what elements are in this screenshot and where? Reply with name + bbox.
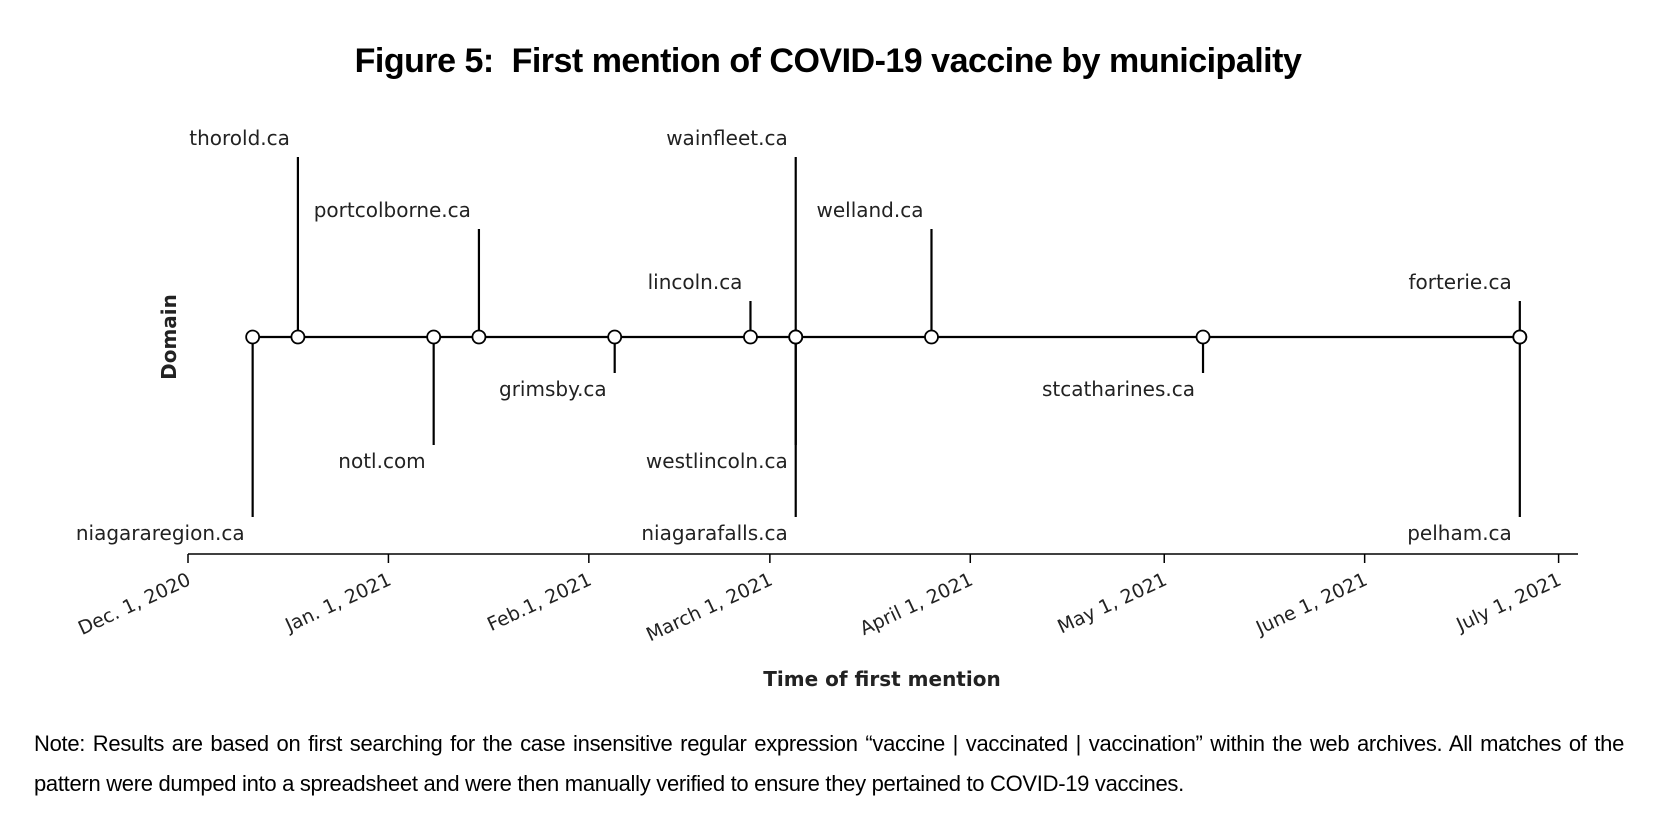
event-label-portcolborne-ca: portcolborne.ca bbox=[314, 198, 471, 222]
event-marker-lincoln-ca bbox=[743, 329, 758, 345]
event-label-grimsby-ca: grimsby.ca bbox=[499, 377, 607, 401]
event-marker-grimsby-ca bbox=[607, 329, 623, 345]
event-label-thorold-ca: thorold.ca bbox=[189, 126, 290, 150]
event-marker-niagarafalls-ca bbox=[788, 329, 804, 345]
x-tick-label: May 1, 2021 bbox=[1054, 569, 1170, 639]
event-label-forterie-ca: forterie.ca bbox=[1408, 270, 1511, 294]
figure-note: Note: Results are based on first searchi… bbox=[34, 731, 1624, 796]
event-label-welland-ca: welland.ca bbox=[816, 198, 923, 222]
event-label-wainfleet-ca: wainfleet.ca bbox=[666, 126, 788, 150]
event-marker-portcolborne-ca bbox=[471, 329, 487, 345]
event-marker-thorold-ca bbox=[290, 329, 306, 345]
x-ticks-layer: Dec. 1, 2020 Jan. 1, 2021 Feb.1, 2021 March… bbox=[75, 554, 1565, 646]
event-marker-niagararegion-ca bbox=[245, 329, 261, 345]
event-label-niagarafalls-ca: niagarafalls.ca bbox=[641, 521, 787, 545]
x-tick-label: Feb.1, 2021 bbox=[484, 569, 595, 636]
event-marker-pelham-ca bbox=[1512, 329, 1528, 345]
figure-title: Figure 5: First mention of COVID-19 vacc… bbox=[354, 42, 1302, 80]
event-marker-welland-ca bbox=[924, 329, 939, 345]
timeline-chart: niagararegion.ca thorold.ca notl.com portco… bbox=[75, 126, 1578, 691]
event-label-pelham-ca: pelham.ca bbox=[1407, 521, 1512, 545]
x-tick-label: Jan. 1, 2021 bbox=[281, 569, 394, 637]
x-tick-label: April 1, 2021 bbox=[857, 569, 977, 640]
x-tick-label: June 1, 2021 bbox=[1252, 569, 1371, 640]
event-marker-notl-com bbox=[426, 329, 442, 345]
markers-layer bbox=[245, 329, 1528, 345]
x-tick-label: Dec. 1, 2020 bbox=[75, 569, 194, 640]
stems-layer bbox=[251, 157, 1521, 517]
event-labels-layer: niagararegion.ca thorold.ca notl.com portco… bbox=[76, 126, 1512, 545]
event-label-stcatharines-ca: stcatharines.ca bbox=[1042, 377, 1195, 401]
x-axis-label: Time of first mention bbox=[763, 667, 1000, 691]
event-label-notl-com: notl.com bbox=[338, 449, 425, 473]
event-label-niagararegion-ca: niagararegion.ca bbox=[76, 521, 245, 545]
x-tick-label: March 1, 2021 bbox=[643, 569, 776, 647]
x-tick-label: July 1, 2021 bbox=[1452, 569, 1564, 637]
event-label-westlincoln-ca: westlincoln.ca bbox=[646, 449, 788, 473]
y-axis-label: Domain bbox=[157, 294, 181, 380]
event-marker-stcatharines-ca bbox=[1195, 329, 1211, 345]
event-label-lincoln-ca: lincoln.ca bbox=[648, 270, 743, 294]
